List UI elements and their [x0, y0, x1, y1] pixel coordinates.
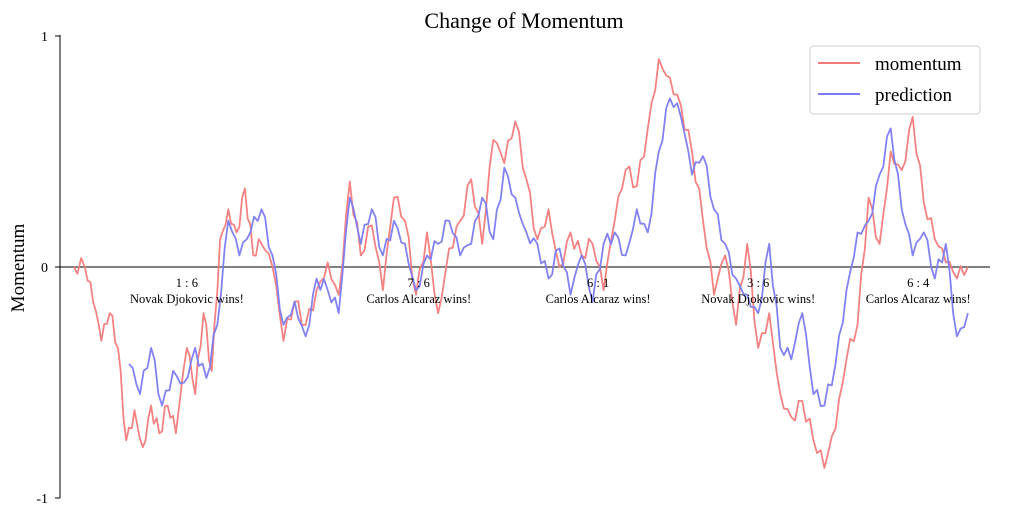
y-axis-label: Momentum [8, 223, 29, 312]
series-layer [73, 58, 969, 469]
annotation-layer: 1 : 6 Novak Djokovic wins! 7 : 6 Carlos Alc… [130, 276, 971, 306]
y-tick-label-zero: 0 [41, 261, 48, 276]
annotation-winner-3: Carlos Alcaraz wins! [546, 292, 651, 306]
annotation-score-4: 3 : 6 [747, 276, 769, 290]
annotation-score-2: 7 : 6 [408, 276, 430, 290]
annotation-score-1: 1 : 6 [176, 276, 198, 290]
series-line-momentum [73, 58, 969, 469]
legend: momentum prediction [809, 45, 981, 115]
annotation-winner-2: Carlos Alcaraz wins! [366, 292, 471, 306]
annotation-score-5: 6 : 4 [907, 276, 930, 290]
legend-label-momentum: momentum [875, 54, 962, 75]
series-line-prediction [128, 97, 969, 407]
y-tick-label-top: 1 [41, 30, 48, 45]
legend-label-prediction: prediction [875, 85, 953, 106]
annotation-winner-1: Novak Djokovic wins! [130, 292, 244, 306]
y-tick-label-bottom: -1 [36, 492, 48, 507]
annotation-winner-5: Carlos Alcaraz wins! [866, 292, 971, 306]
annotation-winner-4: Novak Djokovic wins! [701, 292, 815, 306]
annotation-score-3: 6 : 1 [587, 276, 609, 290]
chart-title: Change of Momentum [424, 8, 623, 33]
